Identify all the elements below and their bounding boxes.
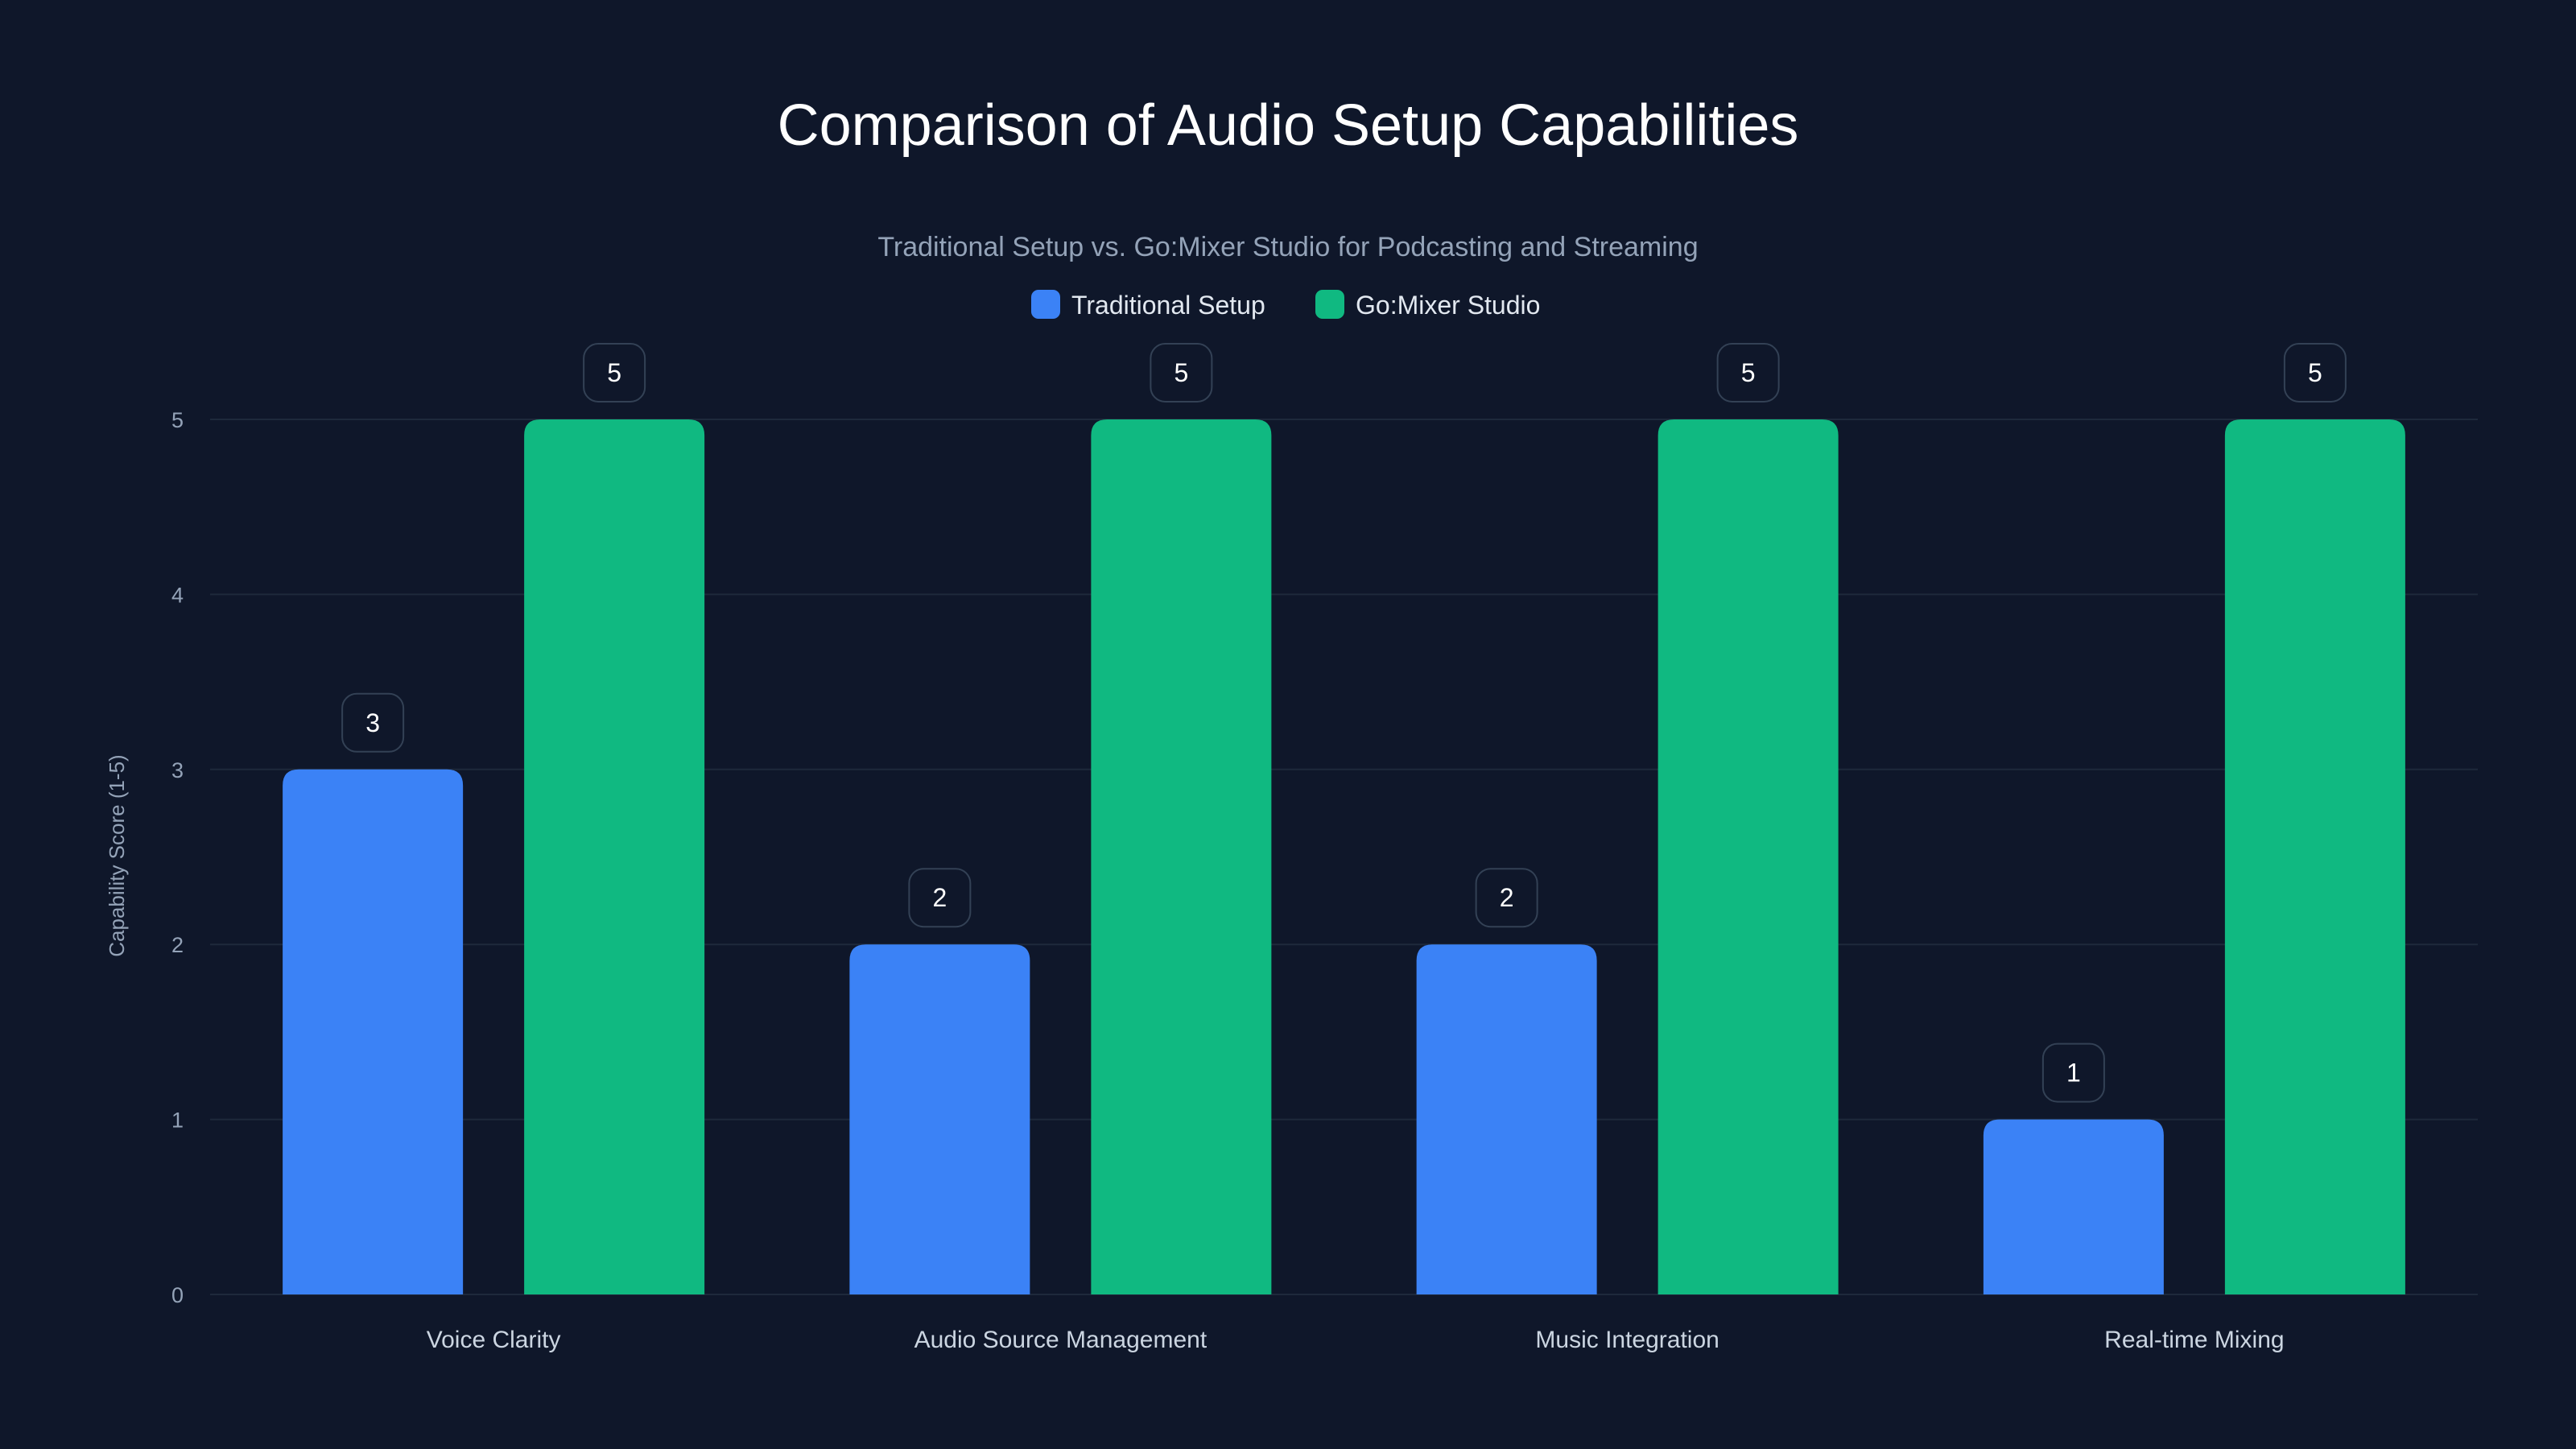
legend-item-traditional[interactable]: Traditional Setup <box>1031 290 1265 320</box>
value-label: 5 <box>2308 358 2322 387</box>
y-tick-label: 1 <box>171 1108 184 1133</box>
legend-item-gomixer[interactable]: Go:Mixer Studio <box>1315 290 1540 320</box>
value-label-box <box>341 692 405 753</box>
y-tick-label: 0 <box>171 1283 184 1307</box>
x-axis-ticks: Voice Clarity Audio Source Management Musi… <box>427 1327 2285 1353</box>
legend-label: Traditional Setup <box>1071 291 1265 320</box>
value-label: 2 <box>932 883 947 912</box>
bar-gomixer <box>1657 419 1839 1294</box>
value-label: 3 <box>365 708 380 737</box>
x-tick-label: Audio Source Management <box>914 1327 1208 1353</box>
value-label: 1 <box>2066 1059 2081 1088</box>
x-tick-label: Music Integration <box>1535 1327 1719 1353</box>
bar-traditional <box>283 769 464 1294</box>
bar-gomixer <box>2224 419 2405 1294</box>
value-label: 5 <box>1174 358 1188 387</box>
bar-traditional <box>849 944 1030 1294</box>
y-tick-label: 2 <box>171 933 184 957</box>
y-tick-label: 3 <box>171 758 184 782</box>
y-axis-ticks: 0 1 2 3 4 5 <box>171 408 184 1307</box>
value-label-box <box>908 868 972 928</box>
chart-subtitle: Traditional Setup vs. Go:Mixer Studio fo… <box>877 232 1698 262</box>
chart-title: Comparison of Audio Setup Capabilities <box>778 93 1799 158</box>
legend-swatch <box>1315 290 1344 319</box>
value-label-box <box>2041 1042 2105 1103</box>
value-label: 5 <box>607 358 621 387</box>
x-tick-label: Real-time Mixing <box>2104 1327 2284 1353</box>
legend-label: Go:Mixer Studio <box>1356 291 1540 320</box>
value-label-box <box>1150 343 1213 402</box>
value-label: 2 <box>1500 883 1514 912</box>
value-label-box <box>2283 343 2347 402</box>
value-label-box <box>1475 868 1538 928</box>
x-tick-label: Voice Clarity <box>427 1327 561 1353</box>
bar-traditional <box>1983 1119 2164 1294</box>
bar-gomixer <box>1091 419 1272 1294</box>
legend[interactable]: Traditional Setup Go:Mixer Studio <box>1031 290 1540 320</box>
legend-swatch <box>1031 290 1060 319</box>
y-axis-title: Capability Score (1-5) <box>105 754 129 956</box>
value-labels: 3 5 2 5 2 5 1 5 <box>341 343 2347 1103</box>
value-label-box <box>1716 343 1780 402</box>
bar-traditional <box>1416 944 1597 1294</box>
bars <box>283 419 2405 1294</box>
value-label: 5 <box>1741 358 1756 387</box>
bar-gomixer <box>524 419 705 1294</box>
y-tick-label: 4 <box>171 583 184 607</box>
value-label-box <box>583 343 646 402</box>
y-tick-label: 5 <box>171 408 184 432</box>
